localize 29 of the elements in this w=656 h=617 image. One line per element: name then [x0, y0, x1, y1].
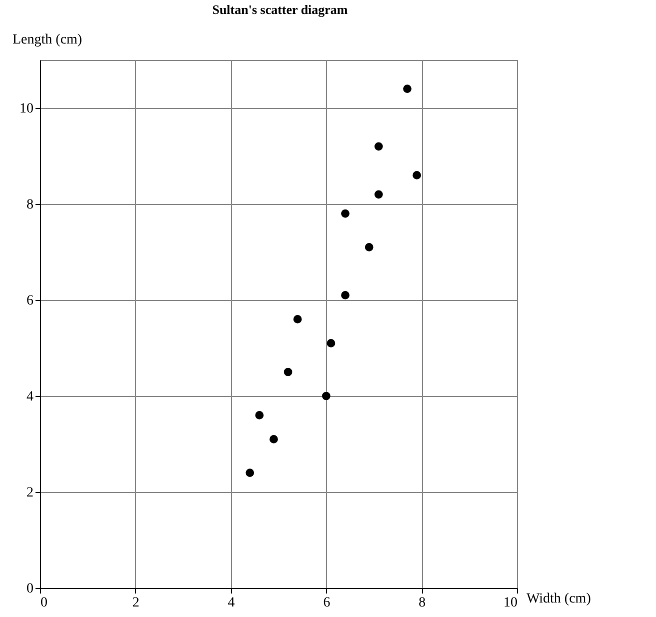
- point: [341, 291, 350, 300]
- point: [322, 392, 330, 400]
- x-tick-label: 2: [132, 596, 140, 610]
- point: [374, 190, 383, 199]
- point: [374, 142, 383, 151]
- x-tick-label: 4: [228, 596, 235, 610]
- y-tick-label: 4: [26, 390, 34, 404]
- point: [246, 468, 254, 477]
- point: [341, 209, 350, 218]
- y-tick-label: 0: [26, 582, 34, 596]
- y-tick-label: 2: [26, 486, 34, 500]
- point: [270, 435, 278, 444]
- chart-title: Sultan's scatter diagram: [211, 2, 349, 18]
- x-tick-label: 0: [40, 596, 48, 610]
- y-tick-label: 10: [20, 102, 34, 116]
- x-axis-title: Width (cm): [526, 592, 592, 606]
- point: [293, 315, 302, 324]
- point: [255, 411, 264, 420]
- y-tick-label: 8: [26, 198, 34, 212]
- point: [326, 339, 336, 348]
- point: [284, 368, 292, 376]
- x-tick-label: 6: [323, 596, 330, 610]
- y-tick-label: 6: [26, 294, 34, 308]
- x-tick-label: 10: [504, 596, 518, 610]
- point: [412, 171, 422, 180]
- point: [364, 243, 374, 252]
- x-tick-label: 8: [418, 596, 426, 610]
- point: [403, 84, 412, 93]
- y-axis-title: Length (cm): [12, 32, 82, 48]
